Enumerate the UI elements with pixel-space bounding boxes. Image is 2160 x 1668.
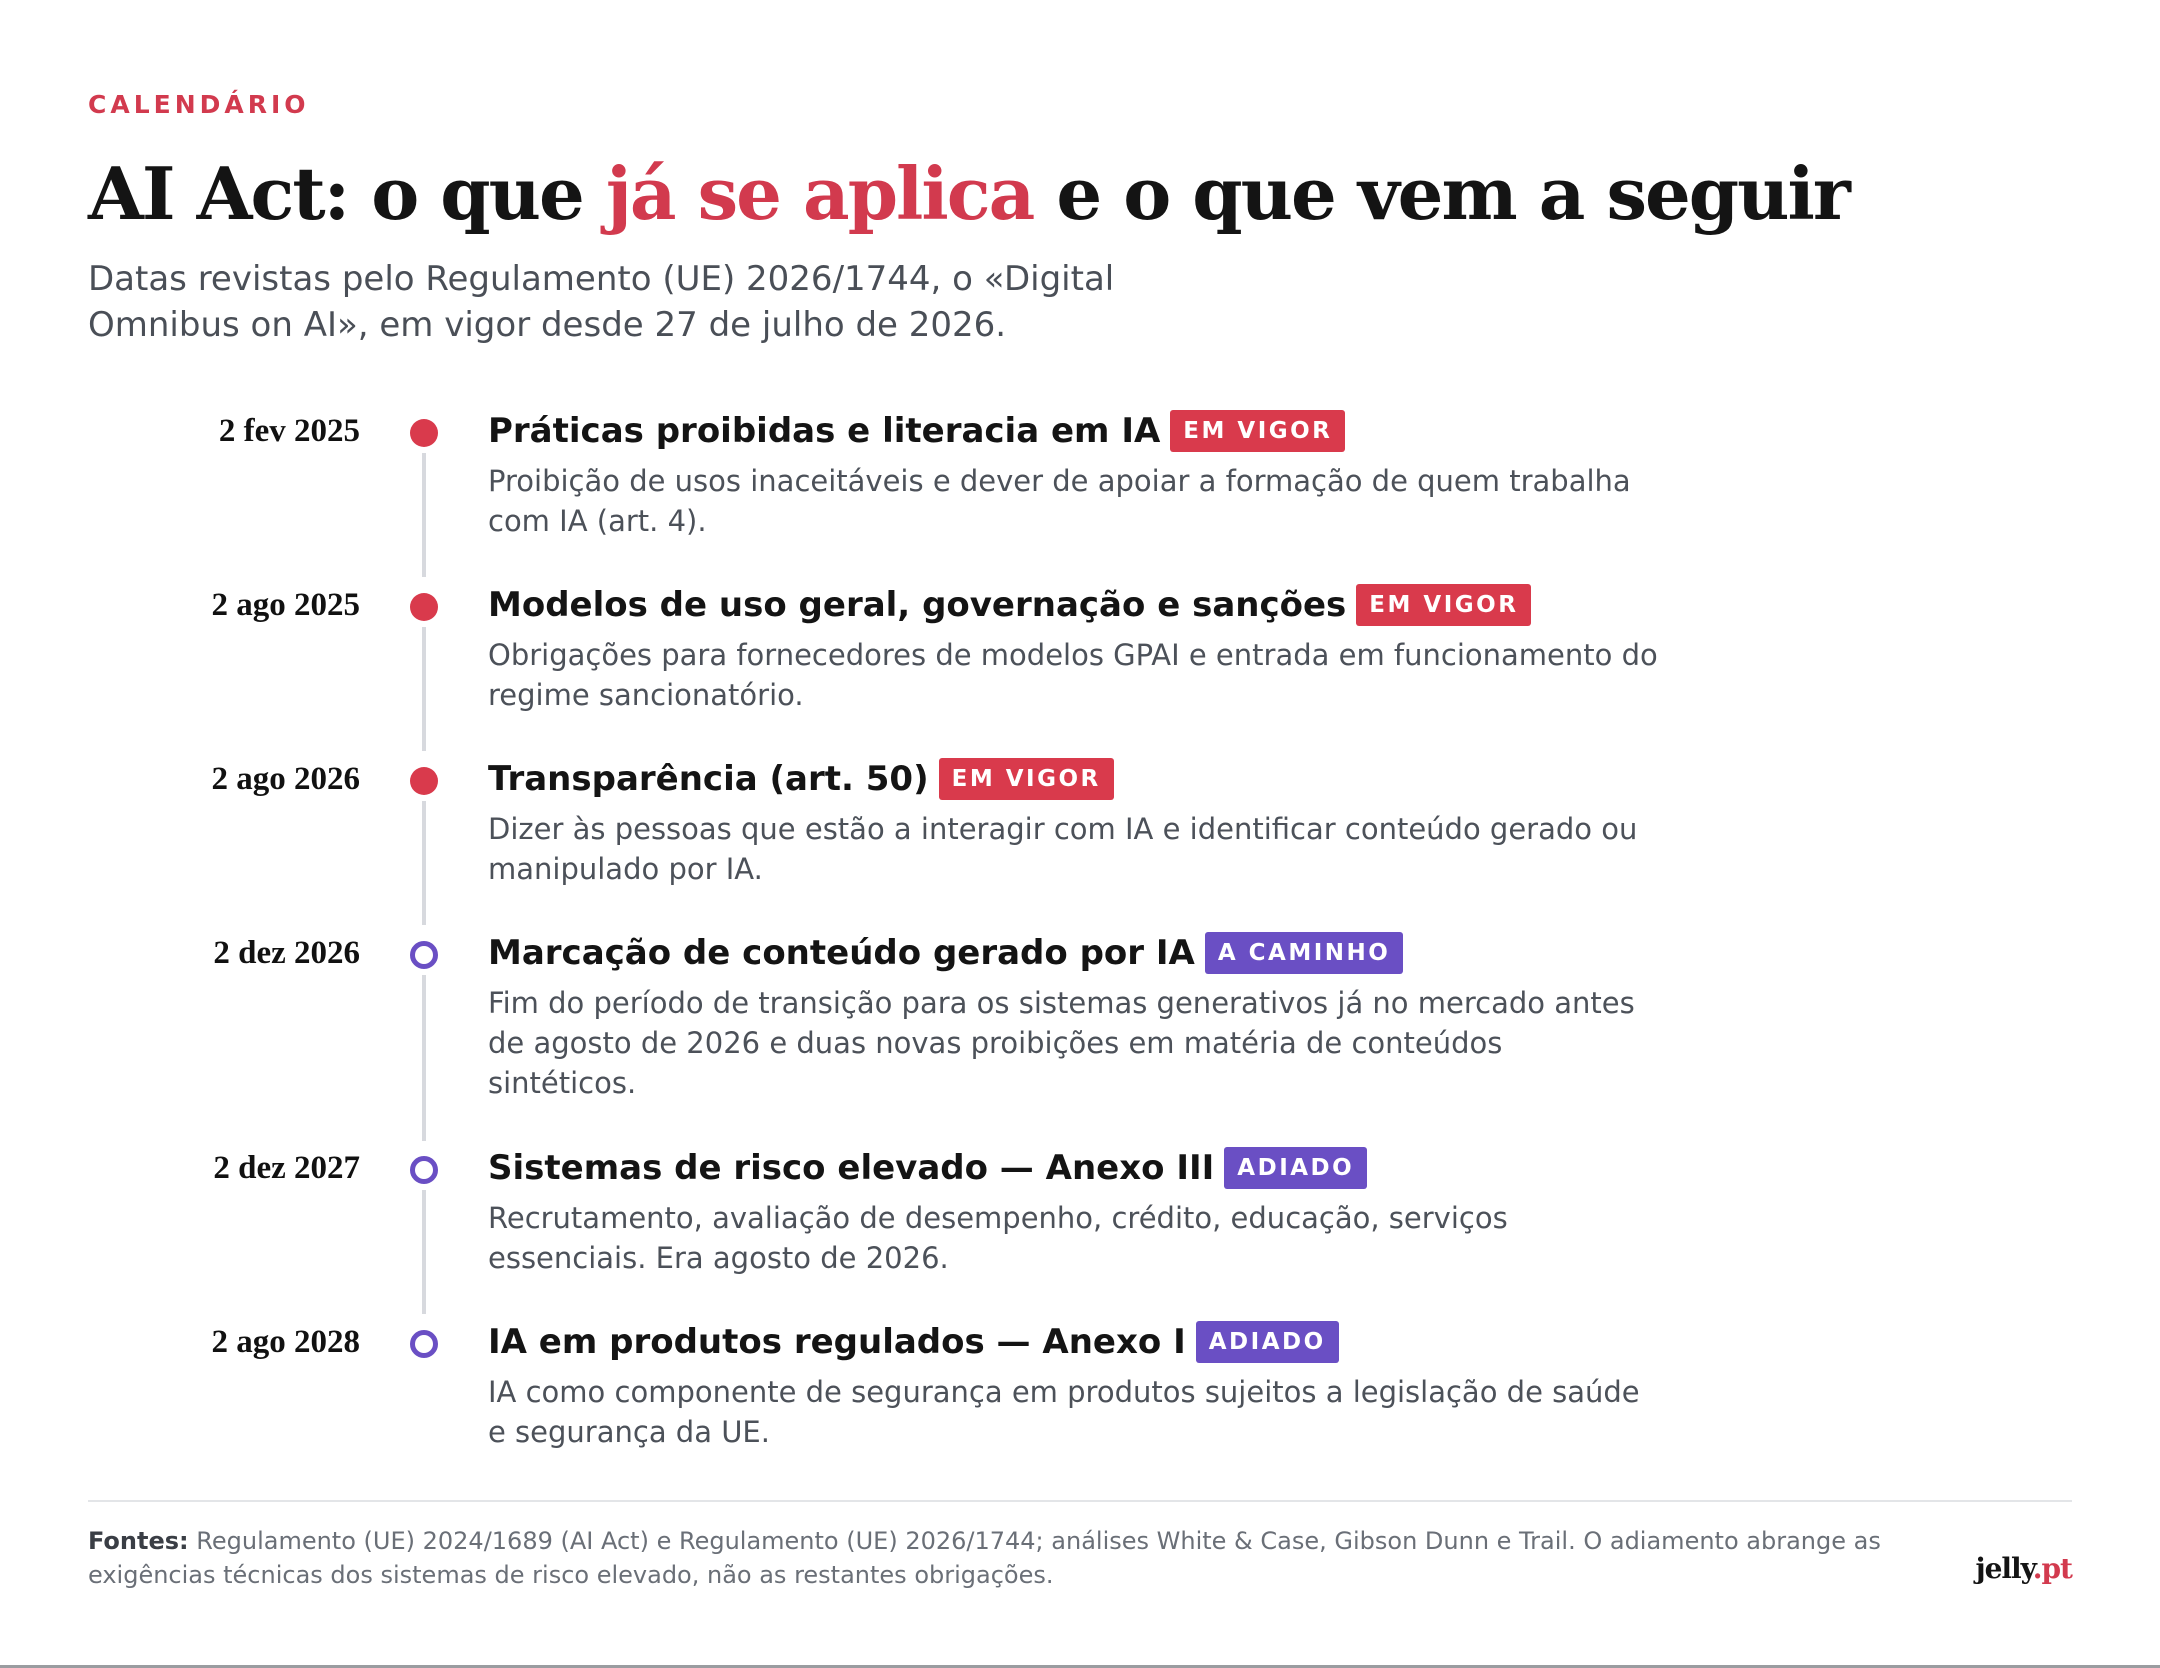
status-badge: ADIADO <box>1224 1147 1368 1189</box>
status-badge: EM VIGOR <box>1356 584 1532 626</box>
logo-tld: .pt <box>2032 1552 2073 1585</box>
timeline-date: 2 ago 2025 <box>211 587 361 623</box>
footer-divider <box>88 1500 2072 1502</box>
timeline-heading: Sistemas de risco elevado — Anexo III ADI… <box>488 1142 1368 1194</box>
timeline-date: 2 ago 2026 <box>211 761 361 797</box>
timeline-title: Marcação de conteúdo gerado por IA <box>488 933 1195 973</box>
title-accent: já se aplica <box>605 151 1035 236</box>
timeline-title: Modelos de uso geral, governação e sançõ… <box>488 585 1347 625</box>
status-dot-open-icon <box>410 1330 438 1358</box>
title-part-2: e o que vem a seguir <box>1033 151 1850 236</box>
timeline-title: Transparência (art. 50) <box>488 759 929 799</box>
status-dot-filled-icon <box>410 767 438 795</box>
status-dot-open-icon <box>410 1156 438 1184</box>
timeline-connector <box>422 1190 426 1314</box>
sources-text: Regulamento (UE) 2024/1689 (AI Act) e Re… <box>88 1527 1881 1589</box>
timeline-description: IA como componente de segurança em produ… <box>488 1375 1640 1449</box>
timeline-title: Práticas proibidas e literacia em IA <box>488 411 1161 451</box>
status-dot-filled-icon <box>410 419 438 447</box>
timeline-heading: IA em produtos regulados — Anexo I ADIADO <box>488 1316 1339 1368</box>
sources-label: Fontes: <box>88 1527 189 1555</box>
timeline-description: Obrigações para fornecedores de modelos … <box>488 638 1658 712</box>
timeline-title: Sistemas de risco elevado — Anexo III <box>488 1148 1215 1188</box>
timeline-heading: Marcação de conteúdo gerado por IA A CAMI… <box>488 927 1404 979</box>
section-kicker: CALENDÁRIO <box>88 90 310 119</box>
timeline-heading: Transparência (art. 50) EM VIGOR <box>488 753 1114 805</box>
status-dot-open-icon <box>410 941 438 969</box>
logo-name: jelly <box>1975 1552 2033 1585</box>
timeline-connector <box>422 975 426 1141</box>
timeline-date: 2 dez 2026 <box>213 935 360 971</box>
timeline-date: 2 fev 2025 <box>218 413 360 449</box>
page-title: AI Act: o que já se aplica e o que vem a… <box>88 146 1851 242</box>
sources-note: Fontes: Regulamento (UE) 2024/1689 (AI A… <box>88 1524 1888 1592</box>
timeline-description: Fim do período de transição para os sist… <box>488 986 1635 1100</box>
title-part-1: AI Act: o que <box>88 151 606 236</box>
timeline-connector <box>422 453 426 577</box>
timeline-description: Dizer às pessoas que estão a interagir c… <box>488 812 1638 886</box>
timeline-date: 2 dez 2027 <box>213 1150 360 1186</box>
timeline-description: Recrutamento, avaliação de desempenho, c… <box>488 1201 1508 1275</box>
timeline-title: IA em produtos regulados — Anexo I <box>488 1322 1186 1362</box>
status-badge: A CAMINHO <box>1204 932 1404 974</box>
timeline-heading: Práticas proibidas e literacia em IA EM V… <box>488 405 1346 457</box>
status-badge: ADIADO <box>1195 1321 1339 1363</box>
bottom-border <box>0 1665 2160 1668</box>
timeline-description: Proibição de usos inaceitáveis e dever d… <box>488 464 1631 538</box>
status-dot-filled-icon <box>410 593 438 621</box>
timeline-connector <box>422 801 426 925</box>
status-badge: EM VIGOR <box>938 758 1114 800</box>
brand-logo[interactable]: jelly.pt <box>1975 1552 2073 1585</box>
status-badge: EM VIGOR <box>1170 410 1346 452</box>
timeline-connector <box>422 627 426 751</box>
timeline-heading: Modelos de uso geral, governação e sançõ… <box>488 579 1532 631</box>
timeline-date: 2 ago 2028 <box>211 1324 361 1360</box>
subtitle: Datas revistas pelo Regulamento (UE) 202… <box>88 259 1115 345</box>
